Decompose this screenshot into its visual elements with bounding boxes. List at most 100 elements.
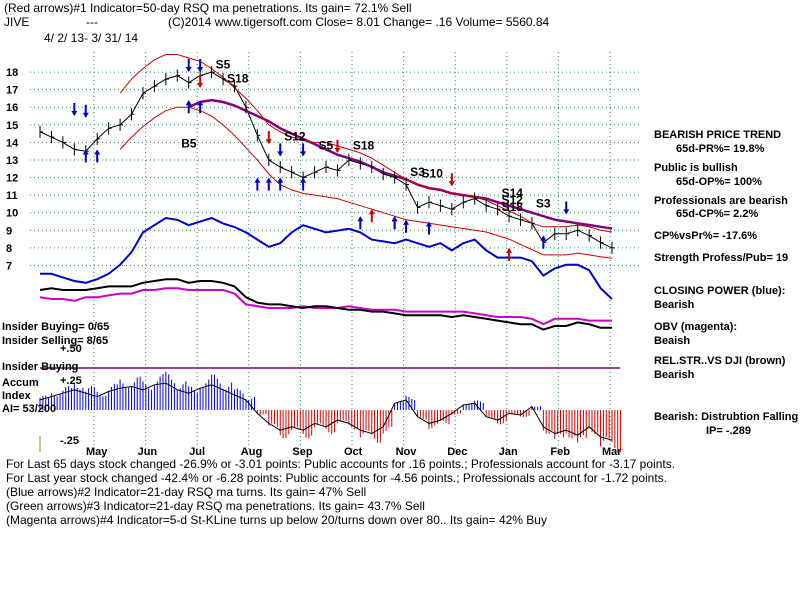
green-arrow-head (185, 100, 192, 106)
signal-label: S3 (536, 196, 551, 210)
series-rel_str_dji (39, 278, 612, 331)
price-tick-label: 17 (6, 85, 18, 97)
month-label: Aug (241, 446, 262, 458)
green-arrow-head (94, 149, 101, 155)
cp-vs-pr: CP%vsPr%= -17.6% (654, 230, 757, 242)
series-ma_50 (188, 98, 613, 230)
blue-arrow-head (277, 151, 284, 157)
price-grid (30, 52, 640, 450)
green-arrow-head (425, 221, 432, 227)
green-arrow-head (265, 177, 272, 183)
insider-buying-count: Insider Buying= 0/65 (2, 321, 109, 333)
ai-value: AI= 53/200 (2, 403, 56, 415)
month-label: Sep (292, 446, 312, 458)
accum-index-histogram (39, 371, 622, 453)
footer-green-arrows: (Green arrows)#3 Indicator=21-day RSQ ma… (6, 499, 425, 513)
series-band_lower (119, 106, 613, 259)
price-tick-label: 10 (6, 208, 18, 220)
blue-arrow-head (300, 151, 307, 157)
price-tick-label: 12 (6, 173, 18, 185)
green-arrow-head (391, 216, 398, 222)
pr-value: 65d-PR%= 19.8% (676, 143, 765, 155)
header-line1: (Red arrows)#1 Indicator=50-day RSQ ma p… (4, 1, 412, 15)
trend-title: BEARISH PRICE TREND (654, 129, 781, 141)
signal-label: S10 (422, 167, 444, 181)
signal-label: S12 (502, 193, 524, 207)
series-closing_power (40, 216, 613, 300)
accum-label-neg: -.25 (60, 435, 79, 447)
accum-label-mid: +.25 (60, 375, 82, 387)
closing-power-status: Bearish (654, 299, 695, 311)
accum-title-line1: Accum (2, 377, 39, 389)
header-line2: (C)2014 www.tigersoft.com Close= 8.01 Ch… (168, 15, 550, 29)
insider-buying-label: Insider Buying (2, 361, 78, 373)
month-label: Jun (138, 446, 158, 458)
price-bars (39, 65, 615, 255)
series-band_upper (119, 54, 613, 233)
accum-ma-line (39, 382, 613, 441)
signal-label: S12 (284, 130, 306, 144)
signal-label: S3 (410, 165, 425, 179)
blue-arrow-head (197, 67, 204, 73)
relstr-status: Bearish (654, 369, 695, 381)
public-status: Public is bullish (654, 162, 738, 174)
signal-arrows (71, 59, 570, 261)
green-arrow-head (277, 177, 284, 183)
month-label: Nov (396, 446, 418, 458)
accum-title-line2: Index (2, 390, 32, 402)
distribution-status: Bearish: Distrubtion Falling (654, 411, 798, 423)
insider-selling-count: Insider Selling= 8/65 (2, 335, 108, 347)
ip-value: IP= -.289 (706, 425, 751, 437)
blue-arrow-head (82, 112, 89, 118)
series-lines (39, 54, 613, 331)
red-arrow-head (334, 147, 341, 153)
accum-label-pos: +.50 (60, 343, 82, 355)
green-arrow-head (357, 216, 364, 222)
blue-arrow-head (563, 209, 570, 215)
signal-label: S5 (319, 138, 334, 152)
price-tick-label: 15 (6, 120, 18, 132)
blue-arrow-head (185, 67, 192, 73)
red-arrow-head (448, 181, 455, 187)
price-tick-label: 18 (6, 67, 18, 79)
month-label: May (86, 446, 108, 458)
obv-status: Beaish (654, 335, 690, 347)
signal-label: B5 (181, 137, 197, 151)
blue-arrow-head (71, 110, 78, 116)
price-axis: 18 17 16 15 14 13 12 11 10 9 8 7 (6, 67, 19, 272)
green-arrow-head (300, 177, 307, 183)
red-arrow-head (197, 82, 204, 88)
price-tick-label: 13 (6, 155, 18, 167)
obv-title: OBV (magenta): (654, 321, 737, 333)
green-arrow-head (82, 149, 89, 155)
month-label: Feb (550, 446, 570, 458)
price-tick-label: 16 (6, 102, 18, 114)
month-label: Mar (602, 446, 622, 458)
month-label: Dec (447, 446, 467, 458)
price-tick-label: 14 (6, 137, 19, 149)
pros-status: Professionals are bearish (654, 195, 788, 207)
footer-blue-arrows: (Blue arrows)#2 Indicator=21-day RSQ ma … (6, 485, 366, 499)
signal-label: S18 (502, 200, 524, 214)
signal-label: S18 (353, 138, 375, 152)
price-tick-label: 7 (6, 260, 12, 272)
cp-value: 65d-CP%= 2.2% (676, 208, 758, 220)
month-label: Jan (499, 446, 518, 458)
footer-magenta-arrows: (Magenta arrows)#4 Indicator=5-d St-KLin… (6, 513, 547, 527)
green-arrow-head (197, 100, 204, 106)
signal-label: S18 (227, 72, 249, 86)
right-panel: BEARISH PRICE TREND 65d-PR%= 19.8% Publi… (654, 129, 798, 437)
red-arrow-head (265, 139, 272, 145)
price-tick-label: 8 (6, 243, 12, 255)
strength-ratio: Strength Profess/Pub= 19 (654, 252, 788, 264)
accum-title: Accum Index (2, 377, 42, 402)
series-obv (39, 287, 612, 326)
footer-year: For Last year stock changed -42.4% or -6… (6, 471, 667, 485)
red-arrow-head (506, 247, 513, 253)
signal-label: S5 (216, 58, 231, 72)
green-arrow-head (403, 219, 410, 225)
red-arrow-head (368, 209, 375, 215)
footer-65day: For Last 65 days stock changed -26.9% or… (6, 457, 675, 471)
month-axis: May Jun Jul Aug Sep Oct Nov Dec Jan Feb Mar (86, 446, 622, 458)
